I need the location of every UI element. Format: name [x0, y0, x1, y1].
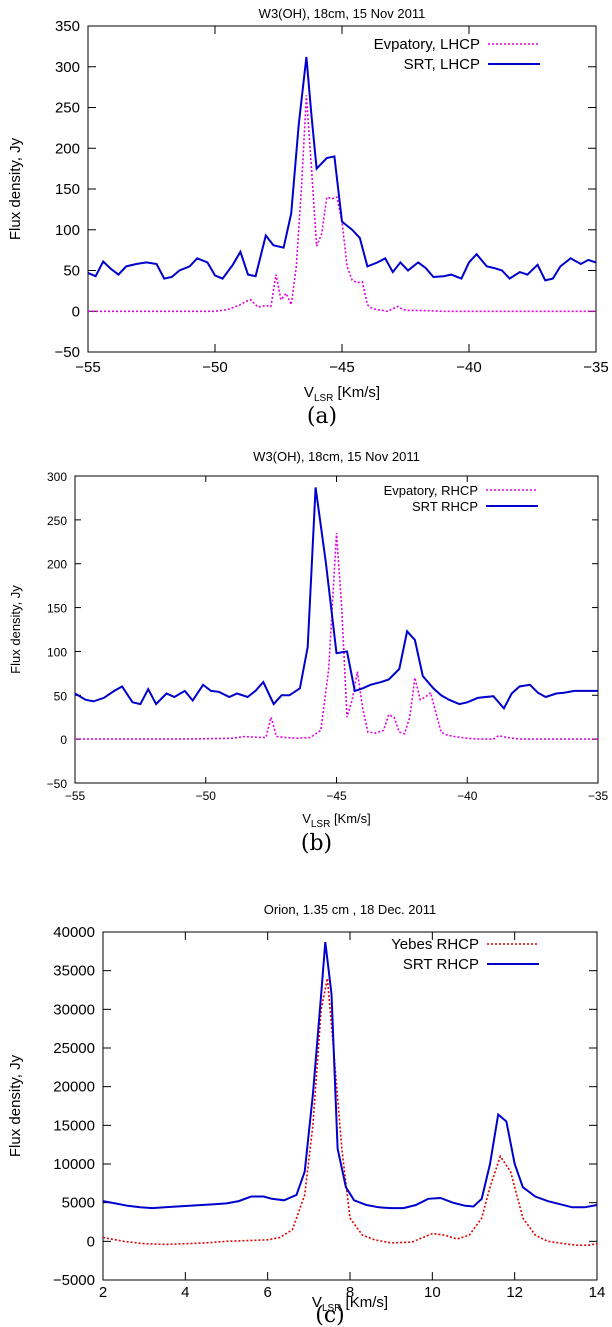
y-tick-label: 250: [55, 100, 80, 117]
x-tick-label: −35: [583, 359, 608, 376]
y-tick-label: 100: [55, 222, 80, 239]
panel-caption: (a): [307, 404, 337, 429]
y-tick-label: 0: [60, 733, 67, 747]
y-tick-label: 300: [55, 59, 80, 76]
y-tick-label: 250: [47, 514, 67, 528]
x-tick-label: −40: [457, 789, 478, 803]
x-tick-label: 6: [263, 1284, 271, 1301]
y-tick-label: 50: [54, 689, 68, 703]
x-tick-label: −55: [75, 359, 100, 376]
y-tick-label: 0: [72, 303, 80, 320]
chart-panel-b: W3(OH), 18cm, 15 Nov 2011−55 −50 −45 −40 −35…: [8, 449, 609, 856]
y-tick-label: 5000: [62, 1195, 95, 1212]
series-line-srt: [102, 941, 598, 1210]
plot-frame: [74, 475, 599, 784]
plot-frame: [102, 931, 598, 1281]
panel-caption: (c): [315, 1303, 345, 1327]
y-tick-label: 35000: [53, 963, 95, 980]
y-tick-label: 100: [47, 645, 67, 659]
x-tick-label: 12: [506, 1284, 523, 1301]
legend-label: SRT RHCP: [403, 956, 479, 973]
x-tick-label: −40: [456, 359, 481, 376]
y-axis-label: Flux density, Jy: [7, 137, 24, 240]
y-tick-label: −5000: [53, 1272, 95, 1289]
x-tick-label: 4: [181, 1284, 189, 1301]
legend-label: Evpatory, LHCP: [374, 36, 480, 53]
y-tick-label: 40000: [53, 924, 95, 941]
legend-label: SRT, LHCP: [404, 56, 480, 73]
y-axis-label: Flux density, Jy: [7, 1054, 24, 1157]
legend-label: SRT RHCP: [412, 499, 478, 514]
x-tick-label: 2: [99, 1284, 107, 1301]
x-tick-label: −55: [65, 789, 86, 803]
y-tick-label: 50: [63, 263, 80, 280]
x-tick-label: 14: [589, 1284, 606, 1301]
chart-title: W3(OH), 18cm, 15 Nov 2011: [253, 449, 420, 464]
legend-label: Evpatory, RHCP: [384, 483, 478, 498]
panel-caption: (b): [301, 831, 332, 856]
y-tick-label: 300: [47, 470, 67, 484]
x-tick-label: −45: [329, 359, 354, 376]
y-tick-label: 20000: [53, 1079, 95, 1096]
plot-frame: [87, 25, 597, 353]
y-tick-label: 350: [55, 18, 80, 35]
x-tick-label: −35: [588, 789, 609, 803]
y-tick-label: 200: [55, 140, 80, 157]
y-tick-label: −50: [47, 777, 68, 791]
legend-label: Yebes RHCP: [391, 936, 479, 953]
y-tick-label: 150: [55, 181, 80, 198]
chart-panel-a: W3(OH), 18cm, 15 Nov 2011−55 −50 −45 −40 −35…: [7, 6, 609, 429]
series-line-reference: [75, 532, 598, 740]
y-tick-label: 150: [47, 602, 67, 616]
series-line-srt: [74, 487, 598, 711]
y-tick-label: −50: [55, 344, 80, 361]
x-tick-label: −45: [326, 789, 347, 803]
chart-title: Orion, 1.35 cm , 18 Dec. 2011: [264, 902, 436, 917]
y-tick-label: 200: [47, 558, 67, 572]
series-line-reference: [88, 95, 596, 313]
x-axis-label: VLSR [Km/s]: [302, 811, 371, 830]
x-axis-label: VLSR [Km/s]: [312, 1294, 388, 1314]
y-tick-label: 10000: [53, 1156, 95, 1173]
x-axis-label: VLSR [Km/s]: [304, 384, 380, 404]
y-tick-label: 15000: [53, 1117, 95, 1134]
y-axis-label: Flux density, Jy: [8, 585, 23, 674]
chart-title: W3(OH), 18cm, 15 Nov 2011: [259, 6, 426, 21]
y-tick-label: 30000: [53, 1001, 95, 1018]
x-tick-label: 8: [346, 1284, 354, 1301]
chart-panel-c: Orion, 1.35 cm , 18 Dec. 2011 2 4 6 8 10 12 14 −…: [7, 902, 605, 1327]
series-line-srt: [87, 56, 597, 282]
x-tick-label: 10: [424, 1284, 441, 1301]
series-line-reference: [102, 978, 598, 1246]
y-tick-label: 25000: [53, 1040, 95, 1057]
x-tick-label: −50: [196, 789, 217, 803]
x-tick-label: −50: [202, 359, 227, 376]
y-tick-label: 0: [87, 1233, 95, 1250]
